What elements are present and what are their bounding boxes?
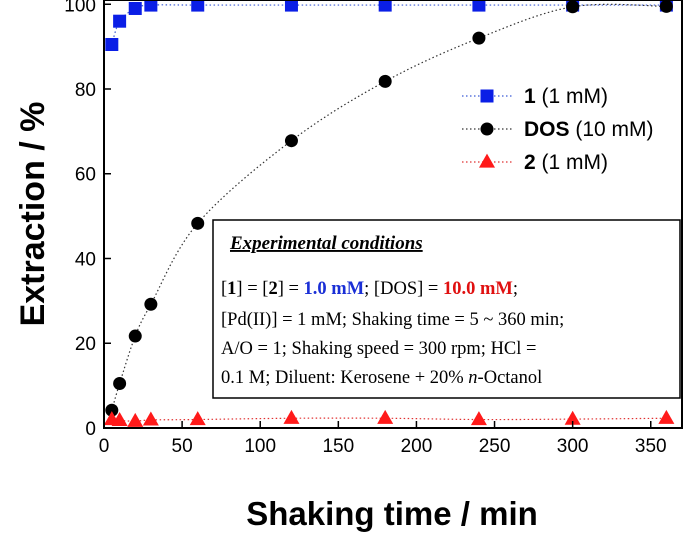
conditions-box: Experimental conditions [1] = [2] = 1.0 … [212,219,681,399]
data-point-triangle [189,411,206,426]
c1-highlight-1: 1.0 mM [304,279,365,299]
data-point-circle [105,403,119,417]
c1-p1: [ [221,279,227,299]
c1-highlight-2: 10.0 mM [443,279,513,299]
legend-label-rest: (10 mM) [570,118,654,141]
data-point-circle [128,329,142,343]
c1-p4: ; [DOS] = [364,279,443,299]
y-tick-label: 0 [85,419,96,440]
c1-p5: ; [513,279,518,299]
x-tick-label: 200 [401,436,433,457]
data-point-circle [378,74,392,88]
legend-marker-triangle [479,153,495,168]
x-tick-label: 0 [99,436,110,457]
data-point-triangle [127,412,144,427]
data-point-triangle [564,410,581,425]
legend-label-rest: (1 mM) [536,151,608,174]
c1-b1: 1 [227,279,236,299]
data-point-circle [472,31,486,45]
x-tick-label: 250 [479,436,511,457]
c4-italic: n [468,368,477,388]
data-point-triangle [377,409,394,424]
data-point-circle [284,134,298,148]
x-tick-label: 150 [322,436,354,457]
data-point-square [105,37,119,51]
data-point-triangle [283,409,300,424]
conditions-line-1: [1] = [2] = 1.0 mM; [DOS] = 10.0 mM; [221,279,518,299]
y-tick-label: 100 [64,0,96,16]
legend-label: DOS (10 mM) [524,118,654,141]
data-point-square [284,0,298,12]
data-point-triangle [142,411,159,426]
conditions-frame [212,219,681,399]
c4-pre: 0.1 M; Diluent: Kerosene + 20% [221,368,468,388]
legend: 1 (1 mM) DOS (10 mM) 2 (1 mM) [462,85,654,174]
data-point-square [472,0,486,12]
x-axis-ticks: 0 50 100 150 200 250 300 350 [99,421,667,457]
series-markers [103,0,675,427]
legend-marker-square [480,89,494,103]
data-point-square [128,1,142,15]
data-point-triangle [111,411,128,426]
legend-label-rest: (1 mM) [536,85,608,108]
data-point-circle [144,297,158,311]
x-tick-label: 50 [172,436,193,457]
data-point-square [191,0,205,12]
legend-label-bold: DOS [524,118,570,141]
legend-marker-circle [480,122,494,136]
conditions-title: Experimental conditions [229,233,423,254]
x-tick-label: 300 [557,436,589,457]
legend-label-bold: 1 [524,85,536,108]
series-lines [111,3,667,422]
conditions-line-2: [Pd(II)] = 1 mM; Shaking time = 5 ~ 360 … [221,310,564,330]
series-line-circle [111,3,667,411]
data-point-circle [191,216,205,230]
legend-label: 1 (1 mM) [524,85,608,108]
legend-label-bold: 2 [524,151,536,174]
y-tick-label: 20 [75,334,96,355]
plot-frame [103,0,683,429]
data-point-square [144,0,158,12]
y-axis-ticks: 0 20 40 60 80 100 [64,0,111,440]
c1-p2: ] = [ [236,279,268,299]
x-axis-title: Shaking time / min [246,495,538,532]
data-point-triangle [470,411,487,426]
data-point-circle [566,0,580,14]
conditions-line-3: A/O = 1; Shaking speed = 300 rpm; HCl = [221,339,536,359]
data-point-circle [659,0,673,13]
y-tick-label: 60 [75,165,96,186]
y-tick-label: 40 [75,249,96,270]
x-tick-label: 350 [635,436,667,457]
c4-post: -Octanol [478,368,543,388]
data-point-circle [113,377,127,391]
data-point-square [113,14,127,28]
data-point-square [378,0,392,12]
y-axis-title: Extraction / % [14,102,52,327]
series-line-square [111,4,667,45]
conditions-line-4: 0.1 M; Diluent: Kerosene + 20% n-Octanol [221,368,542,388]
x-tick-label: 100 [244,436,276,457]
c1-p3: ] = [278,279,304,299]
legend-label: 2 (1 mM) [524,151,608,174]
data-point-triangle [658,409,675,424]
y-tick-label: 80 [75,80,96,101]
c1-b2: 2 [268,279,277,299]
